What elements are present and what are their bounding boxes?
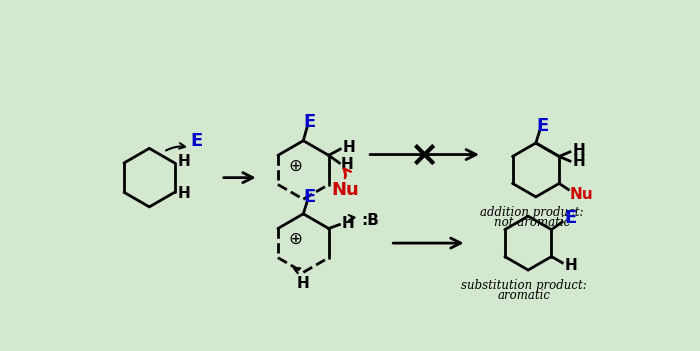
Text: substitution product:: substitution product: (461, 279, 587, 292)
Text: E: E (190, 132, 202, 151)
Text: :B: :B (361, 213, 379, 228)
Text: H: H (565, 258, 578, 273)
Text: H: H (342, 140, 356, 155)
Text: E: E (536, 117, 548, 135)
Text: ⊕: ⊕ (288, 230, 302, 248)
Text: H: H (178, 186, 190, 201)
Text: E: E (303, 188, 316, 206)
Text: E: E (565, 209, 577, 227)
Text: H: H (297, 276, 309, 291)
Text: Nu: Nu (569, 187, 593, 202)
Text: H: H (178, 154, 190, 169)
Text: H: H (341, 157, 354, 172)
Text: Nu: Nu (332, 181, 360, 199)
Text: ⊕: ⊕ (288, 157, 302, 175)
Text: E: E (303, 113, 316, 131)
Text: addition product:: addition product: (480, 206, 584, 219)
Text: H: H (573, 143, 585, 158)
Text: H: H (573, 154, 585, 168)
Text: aromatic: aromatic (498, 289, 551, 302)
Text: H: H (342, 216, 354, 231)
Text: not aromatic: not aromatic (494, 216, 570, 229)
